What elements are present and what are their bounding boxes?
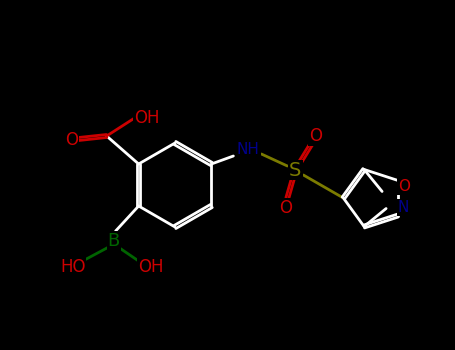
Text: O: O bbox=[65, 131, 78, 149]
Text: OH: OH bbox=[134, 109, 159, 127]
Text: B: B bbox=[107, 232, 120, 250]
Text: HO: HO bbox=[60, 258, 86, 276]
Text: OH: OH bbox=[138, 258, 163, 276]
Text: O: O bbox=[398, 179, 410, 194]
Text: O: O bbox=[309, 127, 322, 145]
Text: NH: NH bbox=[237, 142, 260, 158]
Text: O: O bbox=[279, 199, 292, 217]
Text: S: S bbox=[289, 161, 302, 180]
Text: N: N bbox=[398, 200, 410, 215]
